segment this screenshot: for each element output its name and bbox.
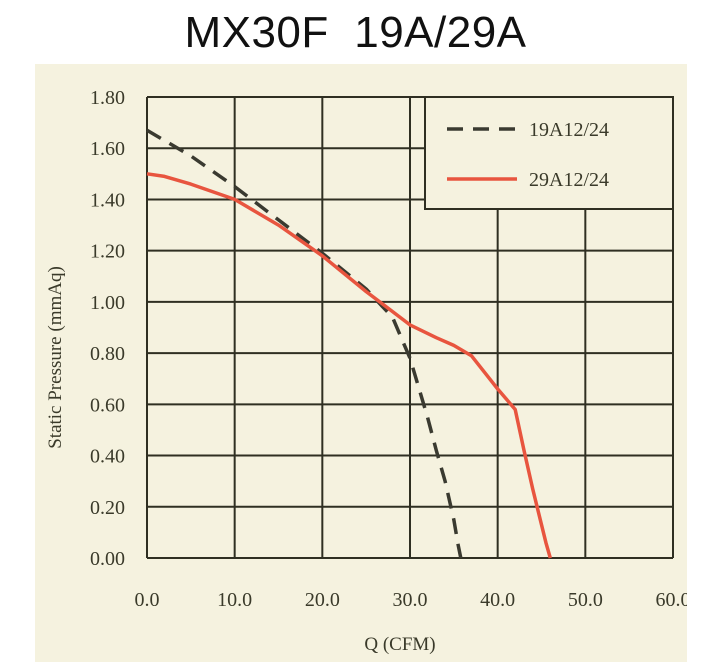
y-tick-label: 1.20: [90, 241, 125, 263]
x-tick-label: 60.0: [656, 589, 688, 611]
y-tick-label: 1.40: [90, 189, 125, 211]
y-tick-label: 1.80: [90, 87, 125, 109]
chart-panel: 19A12/24 29A12/24 0.0 10.0 20.0 30.0 40.0 50.0 6…: [35, 64, 687, 662]
x-tick-label: 20.0: [305, 589, 340, 611]
line-chart: 19A12/24 29A12/24 0.0 10.0 20.0 30.0 40.0 50.0 6…: [45, 87, 688, 655]
series-line-1: [146, 128, 463, 559]
y-tick-label: 0.40: [90, 446, 125, 468]
chart-title: MX30F 19A/29A: [184, 8, 527, 57]
x-axis-title: Q (CFM): [364, 634, 435, 655]
y-axis-title: Static Pressure (mmAq): [45, 266, 66, 449]
x-tick-label: 40.0: [480, 589, 515, 611]
y-tick-label: 0.60: [90, 394, 125, 416]
legend-label-2: 29A12/24: [529, 169, 609, 191]
legend-box: [424, 96, 674, 210]
x-tick-label: 10.0: [217, 589, 252, 611]
series-line-2: [146, 172, 552, 559]
y-tick-label: 1.60: [90, 138, 125, 160]
legend-label-1: 19A12/24: [529, 119, 609, 141]
x-tick-label: 30.0: [393, 589, 428, 611]
x-tick-label: 0.0: [135, 589, 160, 611]
y-tick-label: 1.00: [90, 292, 125, 314]
y-tick-label: 0.80: [90, 343, 125, 365]
x-tick-label: 50.0: [568, 589, 603, 611]
y-tick-label: 0.20: [90, 497, 125, 519]
y-tick-label: 0.00: [90, 548, 125, 570]
